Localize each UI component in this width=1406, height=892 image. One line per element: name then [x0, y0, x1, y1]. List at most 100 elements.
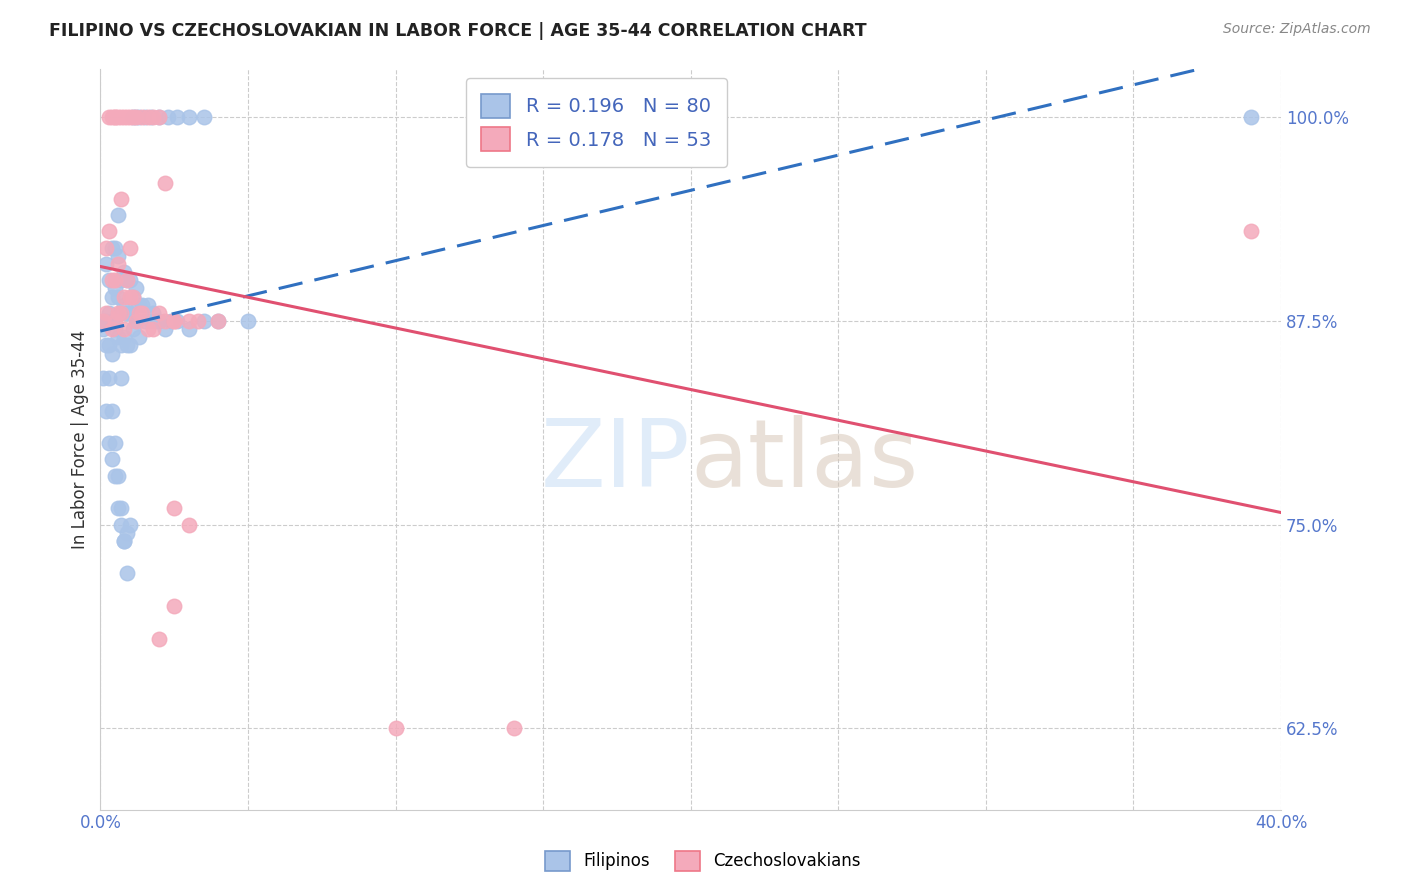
Point: [160, 314, 183, 328]
Point: [125, 314, 148, 328]
Point: [107, 257, 129, 271]
Point: [134, 111, 156, 125]
Point: [131, 306, 153, 320]
Point: [163, 501, 186, 516]
Point: [157, 111, 180, 125]
Point: [112, 265, 135, 279]
Point: [101, 452, 124, 467]
Point: [155, 322, 177, 336]
Point: [91, 314, 114, 328]
Point: [115, 273, 138, 287]
Point: [118, 273, 141, 287]
Point: [125, 111, 148, 125]
Point: [91, 371, 114, 385]
Point: [148, 314, 170, 328]
Point: [125, 314, 148, 328]
Point: [112, 298, 135, 312]
Point: [155, 176, 177, 190]
Point: [131, 111, 153, 125]
Point: [110, 501, 132, 516]
Point: [101, 403, 124, 417]
Point: [104, 241, 127, 255]
Point: [115, 111, 138, 125]
Point: [121, 289, 143, 303]
Point: [125, 111, 148, 125]
Point: [110, 111, 132, 125]
Point: [96, 241, 118, 255]
Point: [91, 322, 114, 336]
Point: [142, 111, 165, 125]
Point: [101, 241, 124, 255]
Point: [104, 322, 127, 336]
Point: [96, 338, 118, 352]
Point: [112, 289, 135, 303]
Point: [384, 721, 406, 735]
Point: [136, 298, 159, 312]
Point: [115, 338, 138, 352]
Point: [121, 111, 143, 125]
Text: FILIPINO VS CZECHOSLOVAKIAN IN LABOR FORCE | AGE 35-44 CORRELATION CHART: FILIPINO VS CZECHOSLOVAKIAN IN LABOR FOR…: [49, 22, 868, 40]
Point: [98, 111, 121, 125]
Point: [163, 599, 186, 613]
Point: [118, 517, 141, 532]
Point: [98, 273, 121, 287]
Point: [107, 249, 129, 263]
Point: [112, 322, 135, 336]
Text: ZIP: ZIP: [541, 416, 690, 508]
Point: [110, 192, 132, 206]
Legend: Filipinos, Czechoslovakians: Filipinos, Czechoslovakians: [537, 842, 869, 880]
Point: [125, 281, 148, 295]
Point: [98, 436, 121, 450]
Point: [155, 314, 177, 328]
Point: [142, 322, 165, 336]
Point: [107, 306, 129, 320]
Point: [104, 468, 127, 483]
Point: [107, 330, 129, 344]
Point: [166, 111, 188, 125]
Point: [104, 273, 127, 287]
Point: [96, 257, 118, 271]
Point: [236, 314, 259, 328]
Point: [107, 111, 129, 125]
Point: [139, 314, 162, 328]
Legend: R = 0.196   N = 80, R = 0.178   N = 53: R = 0.196 N = 80, R = 0.178 N = 53: [465, 78, 727, 167]
Point: [148, 111, 170, 125]
Point: [101, 322, 124, 336]
Y-axis label: In Labor Force | Age 35-44: In Labor Force | Age 35-44: [72, 329, 89, 549]
Point: [145, 314, 167, 328]
Point: [121, 322, 143, 336]
Point: [128, 111, 150, 125]
Point: [118, 111, 141, 125]
Point: [115, 525, 138, 540]
Point: [110, 371, 132, 385]
Point: [115, 566, 138, 581]
Text: atlas: atlas: [690, 416, 920, 508]
Point: [112, 533, 135, 548]
Point: [166, 314, 188, 328]
Point: [118, 306, 141, 320]
Point: [112, 533, 135, 548]
Point: [104, 111, 127, 125]
Point: [104, 111, 127, 125]
Point: [110, 338, 132, 352]
Point: [148, 111, 170, 125]
Point: [163, 314, 186, 328]
Point: [136, 322, 159, 336]
Point: [502, 721, 524, 735]
Point: [98, 224, 121, 238]
Point: [128, 298, 150, 312]
Point: [118, 338, 141, 352]
Point: [91, 314, 114, 328]
Point: [101, 289, 124, 303]
Point: [101, 314, 124, 328]
Point: [121, 289, 143, 303]
Point: [107, 501, 129, 516]
Point: [128, 306, 150, 320]
Point: [96, 403, 118, 417]
Point: [101, 346, 124, 360]
Point: [104, 314, 127, 328]
Point: [193, 111, 215, 125]
Point: [177, 314, 200, 328]
Point: [112, 330, 135, 344]
Point: [110, 306, 132, 320]
